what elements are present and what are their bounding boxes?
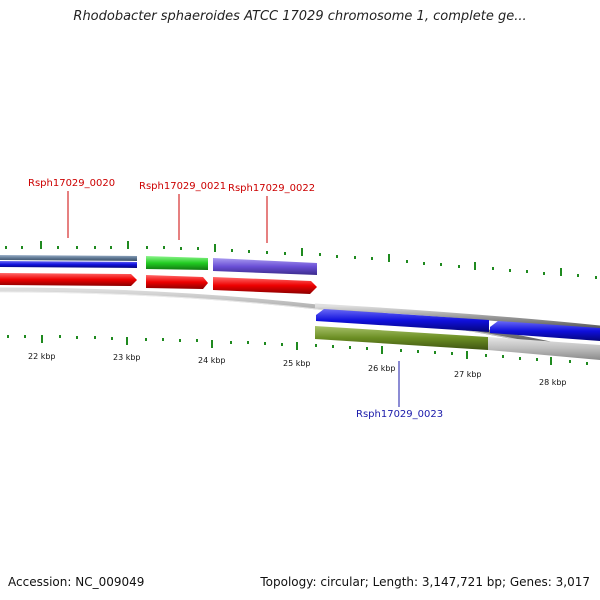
feature-strip-0020-blue[interactable] [0,261,137,268]
accession-text: Accession: NC_009049 [8,575,145,589]
kbp-label-28: 28 kbp [539,378,567,387]
upper-tick-row [5,241,597,279]
kbp-label-27: 27 kbp [454,370,482,379]
cds-arrow-0022[interactable] [213,277,317,294]
lower-tick-row [7,335,588,365]
genome-summary-text: Topology: circular; Length: 3,147,721 bp… [260,575,590,589]
cds-arrow-0021[interactable] [146,275,208,289]
cds-arrow-0020[interactable] [0,273,137,286]
gene-block-0022[interactable] [213,258,317,275]
gene-label-0023[interactable]: Rsph17029_0023 [356,409,443,420]
gene-label-0022[interactable]: Rsph17029_0022 [228,183,315,194]
cds-arrow-0023-a[interactable] [316,309,489,332]
gene-block-0023[interactable] [315,326,488,350]
gene-label-0020[interactable]: Rsph17029_0020 [28,178,115,189]
genome-backbone [0,287,600,358]
kbp-label-26: 26 kbp [368,364,396,373]
kbp-label-22: 22 kbp [28,352,56,361]
gene-label-0021[interactable]: Rsph17029_0021 [139,181,226,192]
kbp-label-23: 23 kbp [113,353,141,362]
feature-strip-0020[interactable] [0,255,137,261]
kbp-label-25: 25 kbp [283,359,311,368]
gene-block-0021[interactable] [146,256,208,270]
map-title: Rhodobacter sphaeroides ATCC 17029 chrom… [73,9,527,24]
lower-track-edge [314,303,600,331]
cds-arrow-0023-b[interactable] [490,321,600,341]
kbp-label-24: 24 kbp [198,356,226,365]
gene-block-grey[interactable] [488,337,600,360]
